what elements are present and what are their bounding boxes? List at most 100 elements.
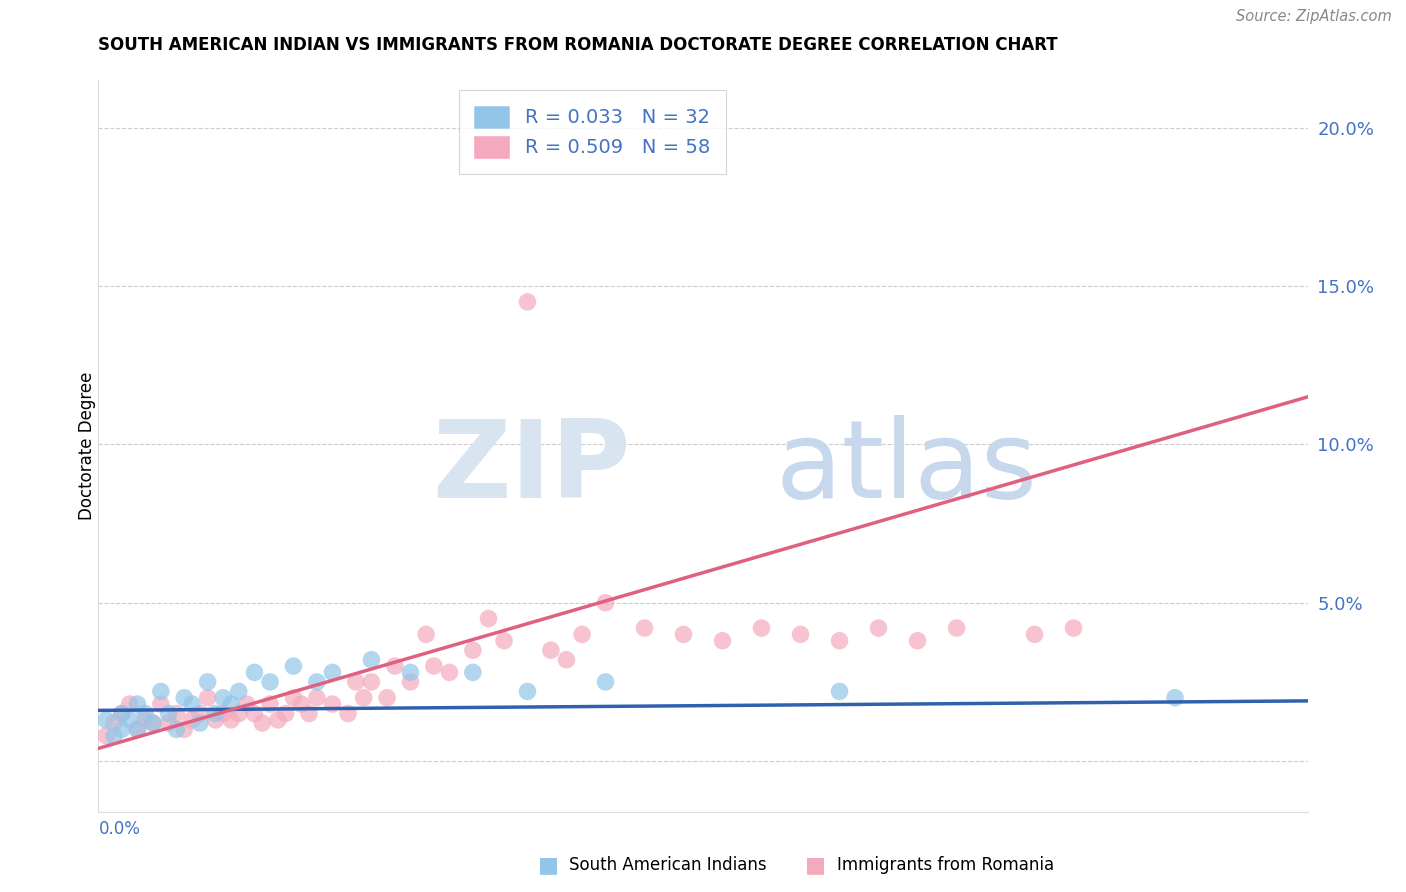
Point — [165, 706, 187, 721]
Point — [516, 684, 538, 698]
Point — [142, 716, 165, 731]
Text: ■: ■ — [538, 855, 558, 875]
Point — [274, 706, 297, 721]
Text: ■: ■ — [806, 855, 825, 875]
Point — [477, 611, 499, 625]
Y-axis label: Doctorate Degree: Doctorate Degree — [79, 372, 96, 520]
Point — [212, 706, 235, 721]
Point — [96, 713, 118, 727]
Point — [267, 713, 290, 727]
Point — [181, 697, 204, 711]
Text: ZIP: ZIP — [432, 415, 630, 521]
Text: SOUTH AMERICAN INDIAN VS IMMIGRANTS FROM ROMANIA DOCTORATE DEGREE CORRELATION CH: SOUTH AMERICAN INDIAN VS IMMIGRANTS FROM… — [98, 36, 1059, 54]
Point — [751, 621, 773, 635]
Point — [96, 729, 118, 743]
Point — [360, 674, 382, 689]
Point — [228, 706, 250, 721]
Point — [181, 713, 204, 727]
Point — [149, 684, 172, 698]
Point — [228, 684, 250, 698]
Point — [165, 723, 187, 737]
Point — [134, 706, 156, 721]
Point — [259, 697, 281, 711]
Point — [235, 697, 257, 711]
Point — [127, 723, 149, 737]
Point — [305, 690, 328, 705]
Legend: R = 0.033   N = 32, R = 0.509   N = 58: R = 0.033 N = 32, R = 0.509 N = 58 — [458, 90, 725, 174]
Point — [134, 713, 156, 727]
Point — [516, 294, 538, 309]
Point — [305, 674, 328, 689]
Point — [337, 706, 360, 721]
Text: atlas: atlas — [776, 415, 1038, 521]
Point — [375, 690, 398, 705]
Point — [461, 665, 484, 680]
Point — [423, 659, 446, 673]
Point — [321, 697, 343, 711]
Point — [173, 690, 195, 705]
Point — [111, 706, 134, 721]
Point — [711, 633, 734, 648]
Point — [157, 706, 180, 721]
Point — [219, 697, 242, 711]
Point — [868, 621, 890, 635]
Point — [945, 621, 967, 635]
Point — [219, 713, 242, 727]
Point — [461, 643, 484, 657]
Text: South American Indians: South American Indians — [569, 856, 768, 874]
Point — [540, 643, 562, 657]
Point — [672, 627, 695, 641]
Point — [633, 621, 655, 635]
Point — [399, 674, 422, 689]
Point — [157, 716, 180, 731]
Point — [321, 665, 343, 680]
Point — [111, 723, 134, 737]
Point — [259, 674, 281, 689]
Point — [399, 665, 422, 680]
Point — [344, 674, 367, 689]
Point — [290, 697, 312, 711]
Point — [283, 690, 305, 705]
Point — [595, 596, 617, 610]
Point — [789, 627, 811, 641]
Point — [494, 633, 516, 648]
Text: Immigrants from Romania: Immigrants from Romania — [837, 856, 1053, 874]
Point — [595, 674, 617, 689]
Point — [118, 713, 141, 727]
Point — [439, 665, 461, 680]
Point — [555, 653, 578, 667]
Point — [298, 706, 321, 721]
Point — [149, 697, 172, 711]
Point — [197, 690, 219, 705]
Text: 0.0%: 0.0% — [98, 821, 141, 838]
Point — [571, 627, 593, 641]
Point — [197, 674, 219, 689]
Text: Source: ZipAtlas.com: Source: ZipAtlas.com — [1236, 9, 1392, 24]
Point — [103, 729, 125, 743]
Point — [243, 706, 266, 721]
Point — [142, 716, 165, 731]
Point — [204, 706, 226, 721]
Point — [127, 723, 149, 737]
Point — [360, 653, 382, 667]
Point — [828, 684, 851, 698]
Point — [127, 697, 149, 711]
Point — [252, 716, 274, 731]
Point — [212, 690, 235, 705]
Point — [1063, 621, 1085, 635]
Point — [283, 659, 305, 673]
Point — [188, 716, 211, 731]
Point — [188, 706, 211, 721]
Point — [828, 633, 851, 648]
Point — [173, 723, 195, 737]
Point — [243, 665, 266, 680]
Point — [353, 690, 375, 705]
Point — [103, 716, 125, 731]
Point — [907, 633, 929, 648]
Point — [111, 706, 134, 721]
Point — [415, 627, 437, 641]
Point — [1024, 627, 1046, 641]
Point — [384, 659, 406, 673]
Point — [118, 697, 141, 711]
Point — [1164, 690, 1187, 705]
